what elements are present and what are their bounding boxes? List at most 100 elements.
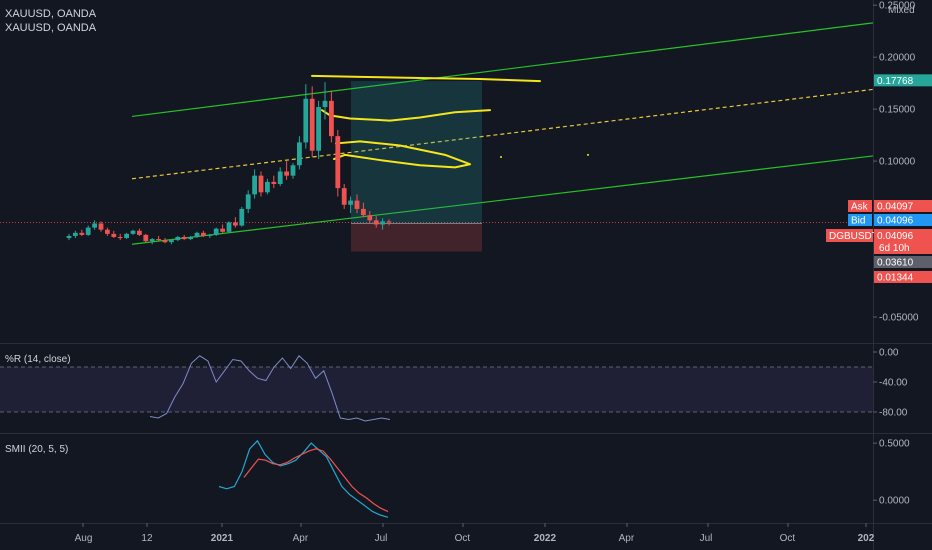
ask-price-label: 0.04097 <box>877 202 914 213</box>
smii-indicator-title: SMII (20, 5, 5) <box>5 444 68 455</box>
time-tick-label: 2022 <box>534 533 557 544</box>
candle-body <box>386 221 392 223</box>
candle-body <box>137 230 142 235</box>
candle-body <box>348 200 353 205</box>
candle-body <box>316 107 321 151</box>
upper-channel-line <box>131 22 874 118</box>
symbol-tag: DGBUSDT <box>829 231 878 242</box>
candle-body <box>73 232 78 236</box>
last-price-bg <box>874 229 932 254</box>
time-tick-label: 2021 <box>211 533 234 544</box>
time-tick-label: 12 <box>141 533 153 544</box>
price-tick-label: 0.10000 <box>879 157 916 168</box>
price-tick-label: 0.15000 <box>879 105 916 116</box>
smii-tick-label: 0.0000 <box>879 496 910 507</box>
bid-price-label-bg <box>874 214 932 226</box>
target-price-label-bg <box>874 74 932 87</box>
candle-body <box>207 234 213 236</box>
ask-tag: Ask <box>851 202 869 213</box>
smii-signal-line <box>243 448 389 513</box>
symbol-title[interactable]: XAUUSD, OANDA <box>5 8 97 20</box>
candle-body <box>79 232 85 235</box>
candle-body <box>156 239 161 241</box>
candle-body <box>201 232 206 236</box>
ask-price-label-bg <box>874 200 932 212</box>
candle-body <box>303 98 309 143</box>
candle-body <box>175 236 181 241</box>
wr-tick-label: -80.00 <box>879 408 908 419</box>
time-tick-label: Oct <box>780 533 796 544</box>
candle-body <box>297 142 302 166</box>
stop-price-label: 0.01344 <box>877 273 914 284</box>
compare-symbol-title[interactable]: XAUUSD, OANDA <box>5 22 97 34</box>
candle-body <box>66 235 72 239</box>
candle-body <box>245 194 251 209</box>
smii-line <box>218 439 389 518</box>
price-tick-label: -0.05000 <box>879 313 919 324</box>
candle-body <box>162 240 168 243</box>
candle-body <box>220 228 225 232</box>
candle-body <box>367 215 373 221</box>
candle-body <box>92 223 97 228</box>
candle-body <box>322 100 328 108</box>
candle-body <box>105 229 110 234</box>
candle-body <box>85 227 91 235</box>
mid-channel-dashed-line <box>131 88 874 180</box>
candle-body <box>226 222 232 232</box>
candle-body <box>181 236 187 240</box>
wr-tick-label: 0.00 <box>879 348 899 359</box>
candle-body <box>169 240 174 243</box>
candle-body <box>98 223 104 230</box>
bar-countdown-label: 6d 10h <box>879 243 910 254</box>
candle-body <box>252 175 257 195</box>
candle-body <box>149 239 155 242</box>
bid-price-label: 0.04096 <box>877 216 914 227</box>
candle-body <box>290 165 296 176</box>
candle-body <box>213 228 219 235</box>
entry-price-label: 0.03610 <box>877 258 914 269</box>
scale-mode-label[interactable]: Mixed <box>888 5 915 16</box>
time-tick-label: Oct <box>455 533 471 544</box>
candle-body <box>335 136 341 189</box>
candle-body <box>233 222 238 226</box>
brush-stroke-top <box>311 74 541 83</box>
candle-body <box>194 232 200 237</box>
price-tick-label: 0.20000 <box>879 53 916 64</box>
candle-body <box>124 233 129 239</box>
time-tick-label: Jul <box>375 533 388 544</box>
candle-body <box>271 181 277 184</box>
candle-body <box>143 234 149 242</box>
position-target-zone <box>351 81 482 224</box>
brush-dot <box>500 155 502 158</box>
wr-indicator-title: %R (14, close) <box>5 354 71 365</box>
candle-body <box>284 171 289 176</box>
position-stop-zone <box>351 223 482 252</box>
candle-body <box>354 200 360 209</box>
bid-tag-bg <box>848 214 872 226</box>
candle-body <box>309 98 315 151</box>
ask-tag-bg <box>848 200 872 212</box>
candle-body <box>329 100 334 137</box>
brush-dot <box>587 153 589 156</box>
candle-body <box>341 188 347 205</box>
price-tick-label: 0.25000 <box>879 1 916 12</box>
time-tick-label: Jul <box>700 533 713 544</box>
stop-price-label-bg <box>874 271 932 283</box>
entry-price-label-bg <box>874 256 932 268</box>
lower-channel-line <box>131 155 874 245</box>
candle-body <box>265 181 270 193</box>
candle-body <box>117 236 123 239</box>
candle-body <box>111 233 117 237</box>
time-tick-label: Aug <box>75 533 93 544</box>
candle-body <box>188 236 193 240</box>
brush-stroke-bottom <box>333 140 471 169</box>
candle-body <box>361 208 366 216</box>
candle-body <box>258 175 264 193</box>
bid-tag: Bid <box>851 216 865 227</box>
wr-series-line <box>149 355 391 422</box>
last-price-label: 0.04096 <box>877 231 914 242</box>
wr-band-fill <box>0 367 873 412</box>
time-tick-label: Apr <box>619 533 635 544</box>
candle-body <box>373 220 379 225</box>
